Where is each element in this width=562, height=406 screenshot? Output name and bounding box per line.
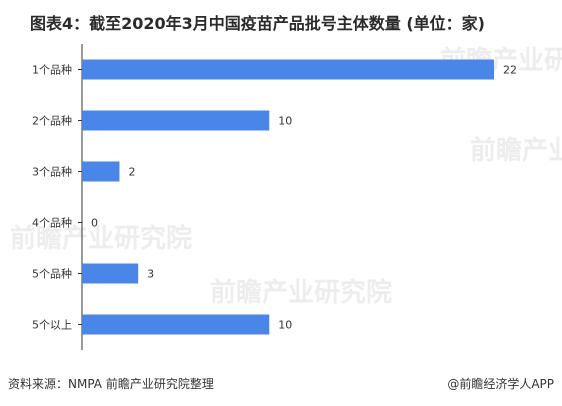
credit-note: @前瞻经济学人APP [447,377,554,391]
value-label: 0 [91,217,98,230]
category-label: 5个以上 [32,319,72,332]
category-label: 5个品种 [32,267,72,281]
value-label: 2 [128,166,135,179]
value-label: 22 [503,64,517,77]
category-label: 1个品种 [32,63,72,77]
bar [82,59,494,80]
category-label: 2个品种 [32,114,72,128]
value-label: 3 [147,268,154,281]
bar [82,161,120,182]
chart-title: 图表4：截至2020年3月中国疫苗产品批号主体数量 (单位：家) [30,14,485,33]
category-label: 4个品种 [32,216,72,230]
source-note: 资料来源：NMPA 前瞻产业研究院整理 [8,377,214,391]
category-label: 3个品种 [32,165,72,179]
value-label: 10 [278,319,292,332]
bar [82,263,139,284]
value-label: 10 [278,115,292,128]
bar [82,110,270,131]
bar [82,314,270,335]
